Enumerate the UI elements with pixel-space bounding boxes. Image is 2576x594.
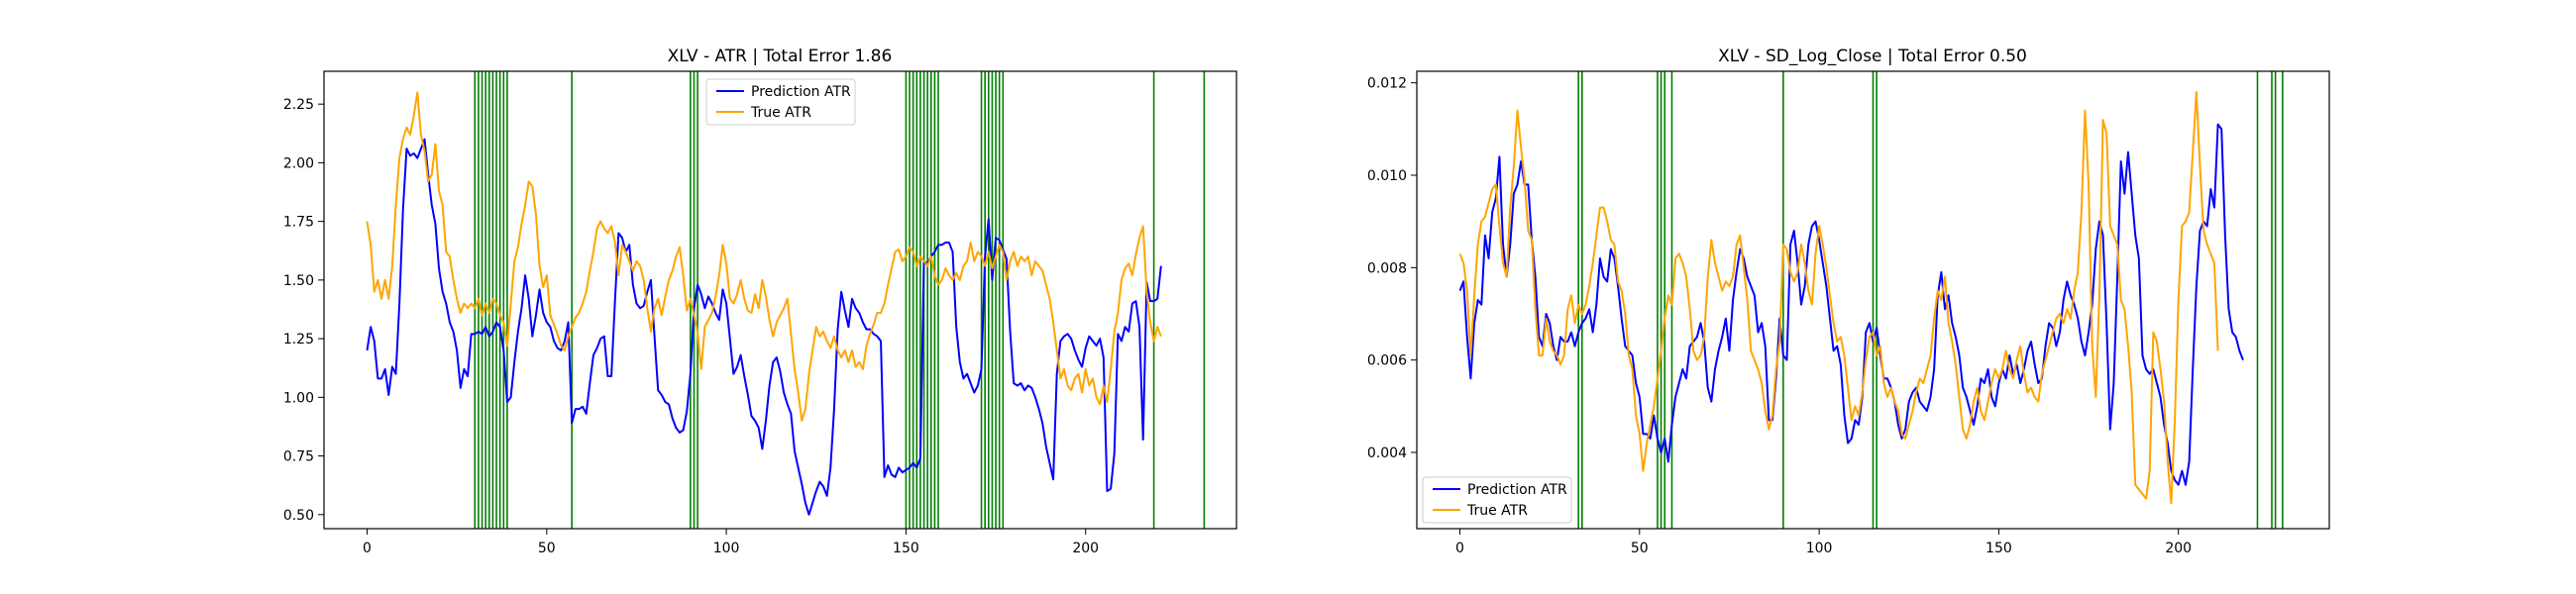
chart-title: XLV - SD_Log_Close | Total Error 0.50	[1718, 47, 2027, 66]
x-tick-label: 150	[893, 541, 919, 556]
legend-label-true-atr: True ATR	[750, 105, 811, 121]
y-tick-label: 0.012	[1367, 76, 1407, 92]
y-tick-label: 1.25	[283, 332, 314, 347]
series-line-prediction-atr	[1458, 123, 2244, 486]
x-tick-label: 0	[363, 541, 372, 556]
y-tick-label: 0.75	[283, 449, 314, 465]
y-tick-label: 0.50	[283, 508, 314, 524]
y-tick-label: 0.006	[1367, 353, 1407, 369]
plot-frame	[323, 70, 1237, 530]
y-tick-label: 1.50	[283, 273, 314, 289]
x-tick-label: 100	[713, 541, 740, 556]
legend-label-prediction-atr: Prediction ATR	[751, 84, 851, 100]
x-tick-label: 0	[1455, 541, 1464, 556]
vline-markers	[1577, 71, 2284, 529]
plot-frame	[1416, 70, 2330, 530]
chart-sd-log-close: XLV - SD_Log_Close | Total Error 0.50 0 5…	[1367, 47, 2330, 556]
legend: Prediction ATR True ATR	[1422, 476, 1572, 524]
x-tick-label: 200	[2165, 541, 2192, 556]
legend-label-true-atr: True ATR	[1466, 503, 1528, 519]
series-line-true-atr	[1458, 91, 2219, 505]
chart-title: XLV - ATR | Total Error 1.86	[668, 47, 893, 66]
y-tick-label: 1.75	[283, 215, 314, 231]
y-tick-label: 1.00	[283, 390, 314, 406]
y-tick-label: 2.25	[283, 97, 314, 113]
x-tick-label: 150	[1986, 541, 2012, 556]
series-line-true-atr	[366, 91, 1162, 423]
x-tick-label: 50	[1631, 541, 1649, 556]
y-tick-label: 0.004	[1367, 446, 1407, 461]
x-tick-label: 100	[1806, 541, 1833, 556]
legend: Prediction ATR True ATR	[705, 78, 856, 126]
legend-label-prediction-atr: Prediction ATR	[1467, 482, 1567, 498]
y-tick-label: 2.00	[283, 155, 314, 171]
x-tick-label: 200	[1072, 541, 1099, 556]
chart-atr: XLV - ATR | Total Error 1.86 0 50 100 150 20…	[283, 47, 1237, 556]
x-tick-label: 50	[538, 541, 556, 556]
vline-markers	[474, 71, 1206, 529]
y-tick-label: 0.010	[1367, 168, 1407, 184]
series-line-prediction-atr	[366, 138, 1162, 516]
y-tick-label: 0.008	[1367, 260, 1407, 276]
